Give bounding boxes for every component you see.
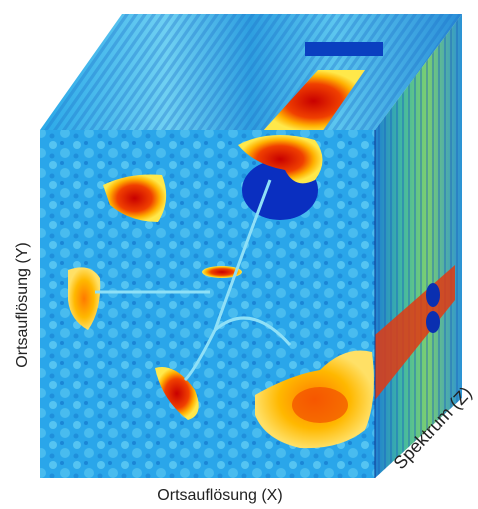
- leaf: [155, 366, 199, 420]
- y-axis-label: Ortsauflösung (Y): [14, 242, 31, 367]
- leaf-core: [292, 387, 348, 423]
- leaf: [68, 267, 101, 330]
- leaf: [202, 266, 242, 278]
- x-axis-label: Ortsauflösung (X): [157, 487, 282, 504]
- stem: [214, 316, 292, 346]
- right-dark-spot: [426, 283, 440, 307]
- leaf: [103, 174, 167, 222]
- front-features: [68, 135, 374, 449]
- top-hotspot: [262, 70, 365, 132]
- leaf: [238, 135, 323, 184]
- stem: [183, 179, 272, 382]
- right-dark-spot: [426, 311, 440, 333]
- top-dark-band: [305, 42, 383, 56]
